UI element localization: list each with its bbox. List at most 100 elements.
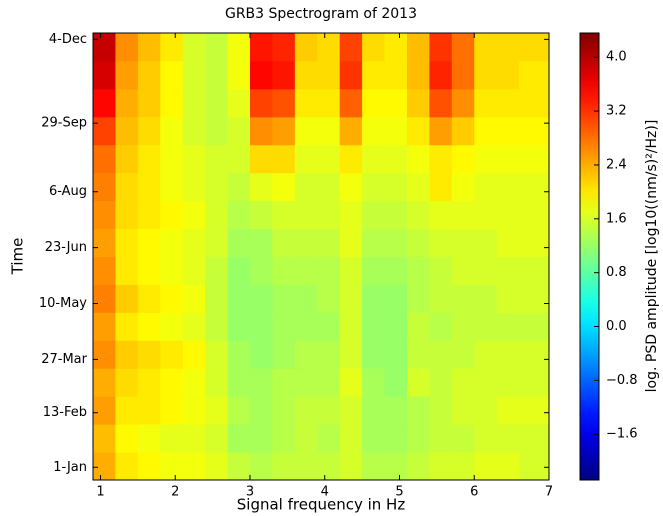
heatmap-cell xyxy=(160,88,184,118)
heatmap-cell xyxy=(429,424,453,453)
heatmap-cell xyxy=(160,312,184,341)
heatmap-cell xyxy=(384,116,408,146)
heatmap-cell xyxy=(362,88,386,118)
heatmap-cell xyxy=(474,172,498,202)
heatmap-cell xyxy=(496,284,520,313)
heatmap-cell xyxy=(317,60,341,90)
heatmap-cell xyxy=(272,172,296,202)
heatmap-cell xyxy=(182,396,206,425)
colorbar xyxy=(579,32,600,481)
heatmap-cell xyxy=(339,144,363,174)
heatmap-cell xyxy=(249,144,273,174)
heatmap-cell xyxy=(272,340,296,369)
heatmap-cell xyxy=(115,452,139,480)
heatmap-cell xyxy=(541,116,549,146)
heatmap-cell xyxy=(384,424,408,453)
heatmap-cell xyxy=(362,424,386,453)
heatmap-cell xyxy=(519,340,543,369)
heatmap-cell xyxy=(496,116,520,146)
heatmap-cell xyxy=(137,284,161,313)
heatmap-cell xyxy=(182,368,206,397)
heatmap-cell xyxy=(93,116,116,146)
heatmap-cell xyxy=(137,396,161,425)
heatmap-cell xyxy=(362,312,386,341)
heatmap-cell xyxy=(137,172,161,202)
heatmap xyxy=(93,33,549,480)
heatmap-cell xyxy=(317,88,341,118)
heatmap-cell xyxy=(451,228,475,257)
heatmap-cell xyxy=(294,200,318,230)
heatmap-cell xyxy=(294,368,318,397)
heatmap-cell xyxy=(519,284,543,313)
heatmap-cell xyxy=(294,60,318,90)
heatmap-cell xyxy=(115,228,139,257)
heatmap-cell xyxy=(429,312,453,341)
heatmap-cell xyxy=(541,228,549,257)
heatmap-cell xyxy=(249,340,273,369)
heatmap-cell xyxy=(474,256,498,285)
heatmap-cell xyxy=(496,368,520,397)
heatmap-cell xyxy=(451,144,475,174)
heatmap-cell xyxy=(384,172,408,202)
y-tick-label: 29-Sep xyxy=(41,116,87,131)
heatmap-cell xyxy=(205,200,229,230)
heatmap-cell xyxy=(272,424,296,453)
heatmap-cell xyxy=(227,368,251,397)
heatmap-cell xyxy=(339,424,363,453)
heatmap-cell xyxy=(384,144,408,174)
heatmap-cell xyxy=(519,424,543,453)
heatmap-cell xyxy=(541,396,549,425)
heatmap-cell xyxy=(541,172,549,202)
heatmap-cell xyxy=(249,33,273,62)
x-tick-label: 1 xyxy=(96,485,104,500)
heatmap-cell xyxy=(93,200,116,230)
heatmap-cell xyxy=(227,116,251,146)
heatmap-cell xyxy=(272,116,296,146)
heatmap-cell xyxy=(541,200,549,230)
heatmap-cell xyxy=(429,88,453,118)
heatmap-cell xyxy=(160,368,184,397)
heatmap-cell xyxy=(160,144,184,174)
heatmap-cell xyxy=(317,228,341,257)
heatmap-cell xyxy=(182,172,206,202)
heatmap-cell xyxy=(205,172,229,202)
heatmap-cell xyxy=(496,228,520,257)
heatmap-cell xyxy=(272,284,296,313)
heatmap-cell xyxy=(160,228,184,257)
heatmap-cell xyxy=(249,88,273,118)
colorbar-tick-label: 0.0 xyxy=(606,319,627,334)
heatmap-cell xyxy=(339,60,363,90)
y-tick-label: 4-Dec xyxy=(49,32,87,47)
heatmap-cell xyxy=(294,424,318,453)
heatmap-cell xyxy=(541,144,549,174)
heatmap-cell xyxy=(205,144,229,174)
heatmap-cell xyxy=(294,284,318,313)
heatmap-cell xyxy=(227,88,251,118)
chart-title: GRB3 Spectrogram of 2013 xyxy=(225,6,417,22)
heatmap-cell xyxy=(160,116,184,146)
heatmap-cell xyxy=(384,88,408,118)
heatmap-cell xyxy=(339,340,363,369)
heatmap-cell xyxy=(205,312,229,341)
heatmap-cell xyxy=(294,396,318,425)
heatmap-cell xyxy=(317,144,341,174)
heatmap-cell xyxy=(384,312,408,341)
heatmap-cell xyxy=(160,452,184,480)
heatmap-cell xyxy=(496,88,520,118)
heatmap-cell xyxy=(294,312,318,341)
colorbar-tick-label: 2.4 xyxy=(606,157,627,172)
heatmap-cell xyxy=(227,284,251,313)
heatmap-cell xyxy=(137,452,161,480)
heatmap-cell xyxy=(160,256,184,285)
heatmap-cell xyxy=(160,200,184,230)
heatmap-cell xyxy=(227,172,251,202)
heatmap-cell xyxy=(384,200,408,230)
heatmap-cell xyxy=(474,340,498,369)
colorbar-tick-label: −1.6 xyxy=(606,427,638,442)
heatmap-cell xyxy=(182,144,206,174)
heatmap-cell xyxy=(451,33,475,62)
heatmap-cell xyxy=(406,452,430,480)
heatmap-cell xyxy=(384,284,408,313)
heatmap-cell xyxy=(541,452,549,480)
heatmap-cell xyxy=(541,340,549,369)
